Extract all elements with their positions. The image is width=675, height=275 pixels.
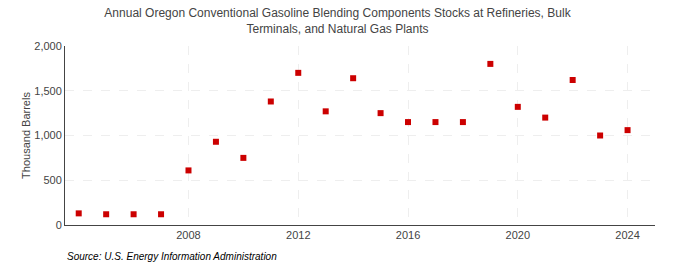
svg-text:1,000: 1,000: [34, 129, 62, 141]
svg-text:2016: 2016: [396, 229, 420, 241]
svg-text:Source: U.S. Energy Informatio: Source: U.S. Energy Information Administ…: [67, 251, 277, 262]
svg-text:2020: 2020: [506, 229, 530, 241]
svg-text:2,000: 2,000: [34, 40, 62, 52]
svg-text:2024: 2024: [615, 229, 639, 241]
svg-text:1,500: 1,500: [34, 85, 62, 97]
svg-text:Annual Oregon Conventional Gas: Annual Oregon Conventional Gasoline Blen…: [104, 6, 571, 36]
svg-text:0: 0: [56, 219, 62, 231]
svg-text:500: 500: [43, 174, 61, 186]
svg-text:2008: 2008: [176, 229, 200, 241]
svg-text:2012: 2012: [286, 229, 310, 241]
svg-text:Thousand Barrels: Thousand Barrels: [20, 92, 32, 179]
